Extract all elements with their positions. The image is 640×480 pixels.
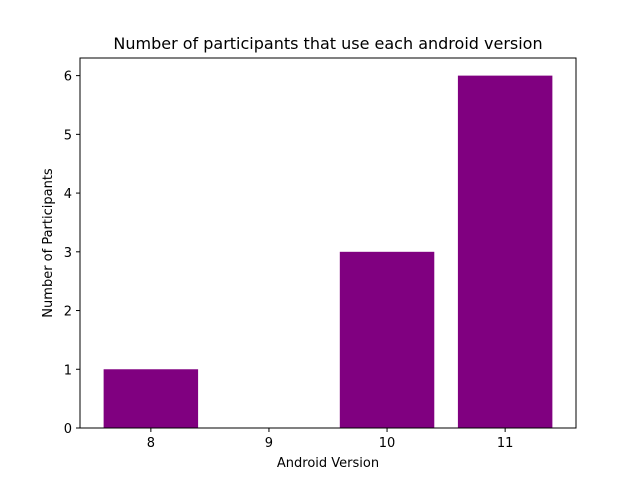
y-tick-label-3: 3 <box>64 246 72 261</box>
y-tick-label-4: 4 <box>64 187 72 202</box>
bar-11 <box>457 75 553 428</box>
y-tick-label-6: 6 <box>64 70 72 85</box>
y-axis-ticks: 0 1 2 3 4 5 6 <box>64 70 80 437</box>
x-tick-label-8: 8 <box>147 436 155 451</box>
chart-title: Number of participants that use each and… <box>113 34 542 53</box>
x-axis-ticks: 8 9 10 11 <box>147 428 514 451</box>
x-axis-label: Android Version <box>277 456 379 471</box>
bar-8 <box>103 369 199 428</box>
y-axis-label: Number of Participants <box>41 168 56 318</box>
bar-10 <box>339 251 435 428</box>
y-tick-label-2: 2 <box>64 305 72 320</box>
bars-group <box>103 75 553 428</box>
y-tick-label-1: 1 <box>64 363 72 378</box>
x-tick-label-11: 11 <box>497 436 514 451</box>
y-tick-label-5: 5 <box>64 128 72 143</box>
plot-frame <box>79 57 577 429</box>
x-tick-label-10: 10 <box>379 436 396 451</box>
y-tick-label-0: 0 <box>64 422 72 437</box>
x-tick-label-9: 9 <box>265 436 273 451</box>
